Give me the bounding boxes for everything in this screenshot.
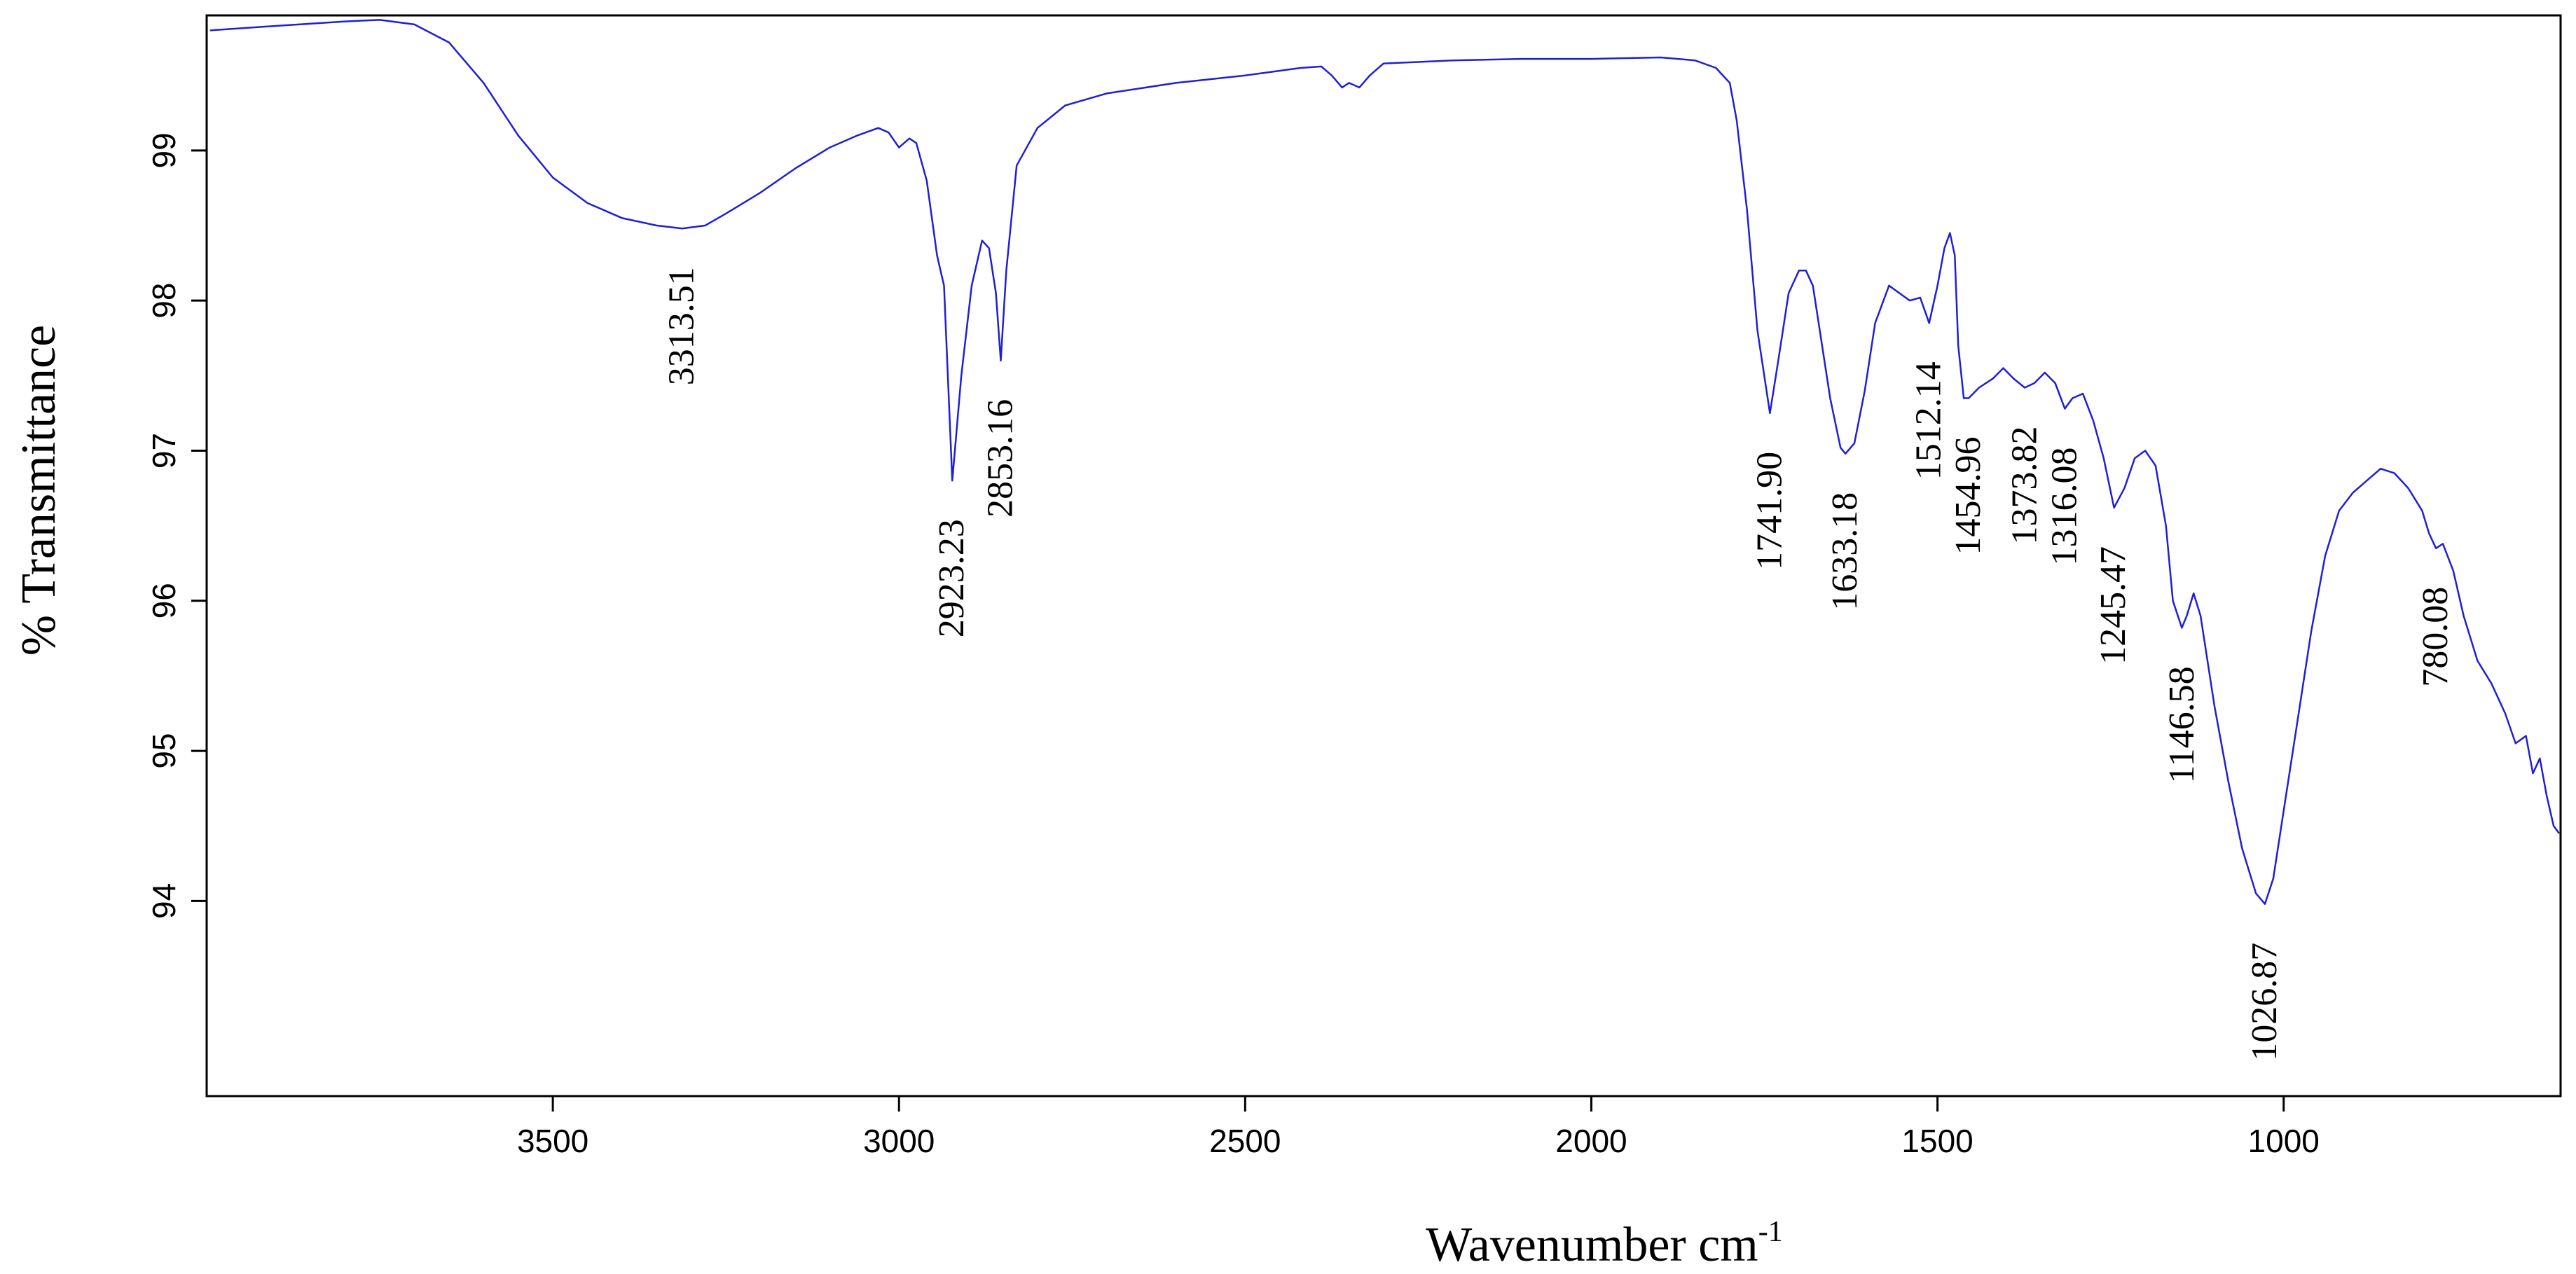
spectrum-series-line: [209, 19, 2561, 905]
x-axis-title: Wavenumber cm-1: [1426, 1216, 1782, 1272]
x-tick-label: 3500: [517, 1123, 588, 1159]
peak-label: 1245.47: [2093, 546, 2133, 665]
peak-label: 1316.08: [2044, 448, 2084, 566]
y-tick-label: 97: [146, 433, 182, 469]
peak-label: 1454.96: [1948, 437, 1988, 555]
y-tick-label: 99: [146, 132, 182, 168]
x-tick-label: 2000: [1555, 1123, 1627, 1159]
x-tick-label: 3000: [863, 1123, 935, 1159]
x-tick-label: 1500: [1901, 1123, 1973, 1159]
y-tick-label: 98: [146, 283, 182, 319]
y-tick-label: 96: [146, 583, 182, 618]
peak-label: 1633.18: [1825, 492, 1865, 611]
y-axis-title: % Transmittance: [12, 325, 66, 656]
peak-label: 1373.82: [2004, 427, 2044, 545]
peak-label: 780.08: [2416, 587, 2456, 687]
x-tick-label: 1000: [2248, 1123, 2320, 1159]
y-tick-label: 94: [146, 883, 182, 919]
peak-label: 1512.14: [1909, 361, 1949, 480]
peak-label: 2923.23: [932, 519, 972, 637]
y-axis-ticks: 94 95 96 97 98 99: [146, 132, 207, 919]
y-tick-label: 95: [146, 733, 182, 769]
x-tick-label: 2500: [1209, 1123, 1281, 1159]
peak-label: 1146.58: [2162, 666, 2202, 783]
peak-label: 1741.90: [1750, 452, 1790, 570]
plot-frame: [205, 14, 2562, 1098]
peak-label: 1026.87: [2245, 943, 2285, 1061]
peak-label: 2853.16: [980, 399, 1020, 518]
x-axis-ticks: 3500 3000 2500 2000 1500 1000: [517, 1096, 2320, 1159]
peak-label: 3313.51: [661, 267, 701, 385]
